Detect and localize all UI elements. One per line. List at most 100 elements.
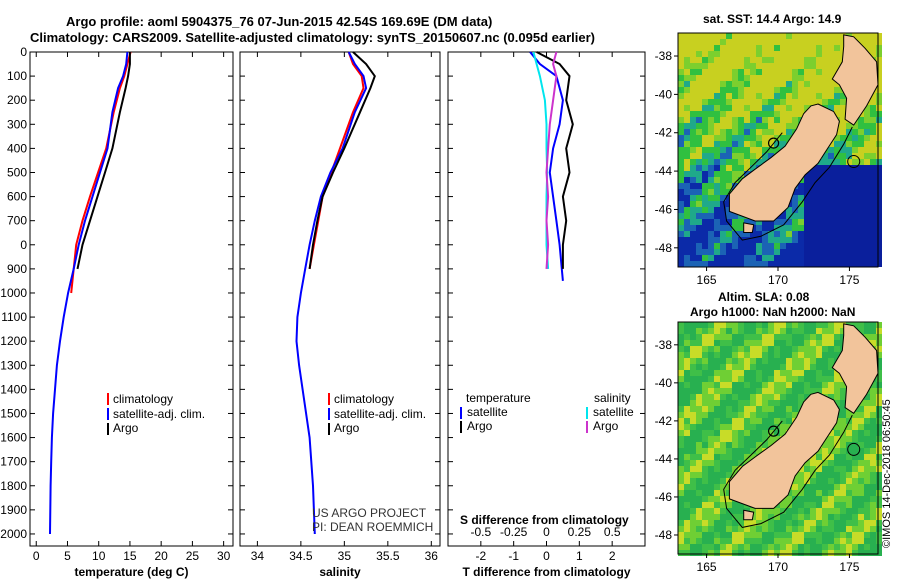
- plot-frame: [239, 51, 441, 547]
- plot-frame: [29, 51, 234, 547]
- x-tick-label: 10: [92, 549, 106, 563]
- x-tick-label: 20: [154, 549, 168, 563]
- map-y-tick-label: -40: [655, 376, 673, 390]
- s-tick-label: 0.25: [568, 525, 592, 539]
- depth-tick-label: 1900: [0, 503, 27, 517]
- map-y-tick-label: -44: [655, 452, 673, 466]
- s-tick-label: 0.5: [604, 525, 621, 539]
- legend-satellite: satellite-adj. clim.: [113, 407, 205, 421]
- sst-map-title: sat. SST: 14.4 Argo: 14.9: [703, 12, 842, 26]
- map-y-tick-label: -46: [655, 490, 673, 504]
- depth-tick-label: 0: [20, 238, 27, 252]
- map-y-tick-label: -42: [655, 414, 673, 428]
- depth-tick-label: 0: [20, 45, 27, 59]
- x-tick-label: 34: [251, 549, 265, 563]
- legend-s-argo: Argo: [593, 419, 619, 433]
- project-credit-line2: PI: DEAN ROEMMICH: [312, 520, 433, 534]
- series-line-satellite-adj-clim-: [49, 51, 129, 535]
- series-line-argo: [308, 51, 376, 270]
- series-line-s-argo: [545, 51, 558, 269]
- bathymetry-contour: [723, 126, 853, 241]
- s-tick-label: -0.5: [470, 525, 491, 539]
- depth-tick-label: 900: [7, 262, 27, 276]
- map-y-tick-label: -38: [655, 49, 673, 63]
- depth-tick-label: 1500: [0, 406, 27, 420]
- x-tick-label: 35: [338, 549, 352, 563]
- map-y-tick-label: -48: [655, 241, 673, 255]
- map-y-tick-label: -48: [655, 528, 673, 542]
- south-island: [728, 103, 840, 222]
- depth-tick-label: 500: [7, 165, 27, 179]
- difference-panel: -2 -1 0 1 2 -0.5 -0.25 0 0.25 0.5 T difference fro…: [447, 51, 646, 579]
- map-x-tick-label: 175: [839, 560, 859, 574]
- x-tick-label: 1: [576, 549, 583, 563]
- depth-tick-label: 1000: [0, 286, 27, 300]
- series-line-satellite-adj-clim-: [295, 51, 368, 535]
- sla-map: 165 170 175 -38 -40 -42 -44 -46 -48: [655, 321, 882, 574]
- depth-tick-label: 1200: [0, 334, 27, 348]
- s-tick-label: 0: [543, 525, 550, 539]
- sla-map-title: Altim. SLA: 0.08: [718, 290, 810, 304]
- depth-tick-label: 1700: [0, 455, 27, 469]
- x-tick-label: 25: [186, 549, 200, 563]
- argo-position-marker: [767, 425, 780, 437]
- depth-tick-label: 300: [7, 117, 27, 131]
- depth-tick-label: 200: [7, 93, 27, 107]
- depth-tick-label: 600: [7, 190, 27, 204]
- s-diff-label: S difference from climatology: [460, 513, 629, 527]
- stewart-island: [743, 222, 755, 233]
- map-x-tick-label: 165: [697, 273, 717, 287]
- legend-t-argo: Argo: [467, 419, 493, 433]
- x-tick-label: 15: [123, 549, 137, 563]
- argo-position-marker: [767, 137, 780, 149]
- depth-tick-label: 1100: [1, 310, 27, 324]
- x-tick-label: 36: [425, 549, 439, 563]
- x-axis-label: salinity: [319, 565, 361, 579]
- bathymetry-contour: [723, 414, 853, 528]
- depth-tick-label: 100: [7, 69, 27, 83]
- depth-tick-label: 700: [7, 214, 27, 228]
- series-line-t-satellite: [529, 51, 564, 281]
- salinity-panel: 34 34.5 35 35.5 36 salinity: [239, 51, 441, 579]
- bathymetry-contour: [847, 442, 861, 456]
- depth-tick-label: 1800: [0, 479, 27, 493]
- south-island: [728, 391, 840, 509]
- x-tick-label: 34.5: [289, 549, 313, 563]
- x-axis-label: T difference from climatology: [462, 565, 630, 579]
- depth-tick-label: 2000: [0, 527, 27, 541]
- legend-salinity-heading: salinity: [594, 391, 631, 405]
- depth-tick-label: 1400: [0, 382, 27, 396]
- sst-map: 165 170 175 -38 -40 -42 -44 -46 -48: [655, 32, 882, 287]
- stewart-island: [743, 509, 755, 521]
- map-y-tick-label: -46: [655, 202, 673, 216]
- map-x-tick-label: 170: [768, 273, 788, 287]
- x-tick-label: -1: [508, 549, 519, 563]
- x-tick-label: -2: [475, 549, 486, 563]
- sla-map-subtitle: Argo h1000: NaN h2000: NaN: [690, 305, 855, 319]
- title-line1: Argo profile: aoml 5904375_76 07-Jun-201…: [66, 14, 492, 29]
- x-tick-label: 35.5: [376, 549, 400, 563]
- x-tick-label: 5: [64, 549, 71, 563]
- map-y-tick-label: -42: [655, 126, 673, 140]
- title-line2: Climatology: CARS2009. Satellite-adjuste…: [30, 30, 595, 45]
- north-island: [831, 34, 879, 126]
- x-tick-label: 0: [543, 549, 550, 563]
- depth-tick-label: 1300: [0, 358, 27, 372]
- legend-t-satellite: satellite: [467, 405, 508, 419]
- depth-tick-label: 1600: [0, 431, 27, 445]
- x-tick-label: 0: [33, 549, 40, 563]
- map-y-tick-label: -44: [655, 164, 673, 178]
- map-x-tick-label: 175: [839, 273, 859, 287]
- bathymetry-contour: [847, 155, 861, 169]
- legend-climatology: climatology: [113, 392, 173, 406]
- map-y-tick-label: -40: [655, 87, 673, 101]
- x-tick-label: 2: [609, 549, 616, 563]
- map-y-tick-label: -38: [655, 338, 673, 352]
- north-island: [831, 323, 879, 414]
- legend-argo: Argo: [334, 421, 360, 435]
- difference-legend: temperature satellite Argo salinity sate…: [460, 391, 634, 527]
- series-line-s-satellite: [532, 51, 550, 269]
- salinity-legend: climatology satellite-adj. clim. Argo US…: [312, 392, 433, 534]
- imos-credit: ©IMOS 14-Dec-2018 06:50:45: [881, 399, 893, 548]
